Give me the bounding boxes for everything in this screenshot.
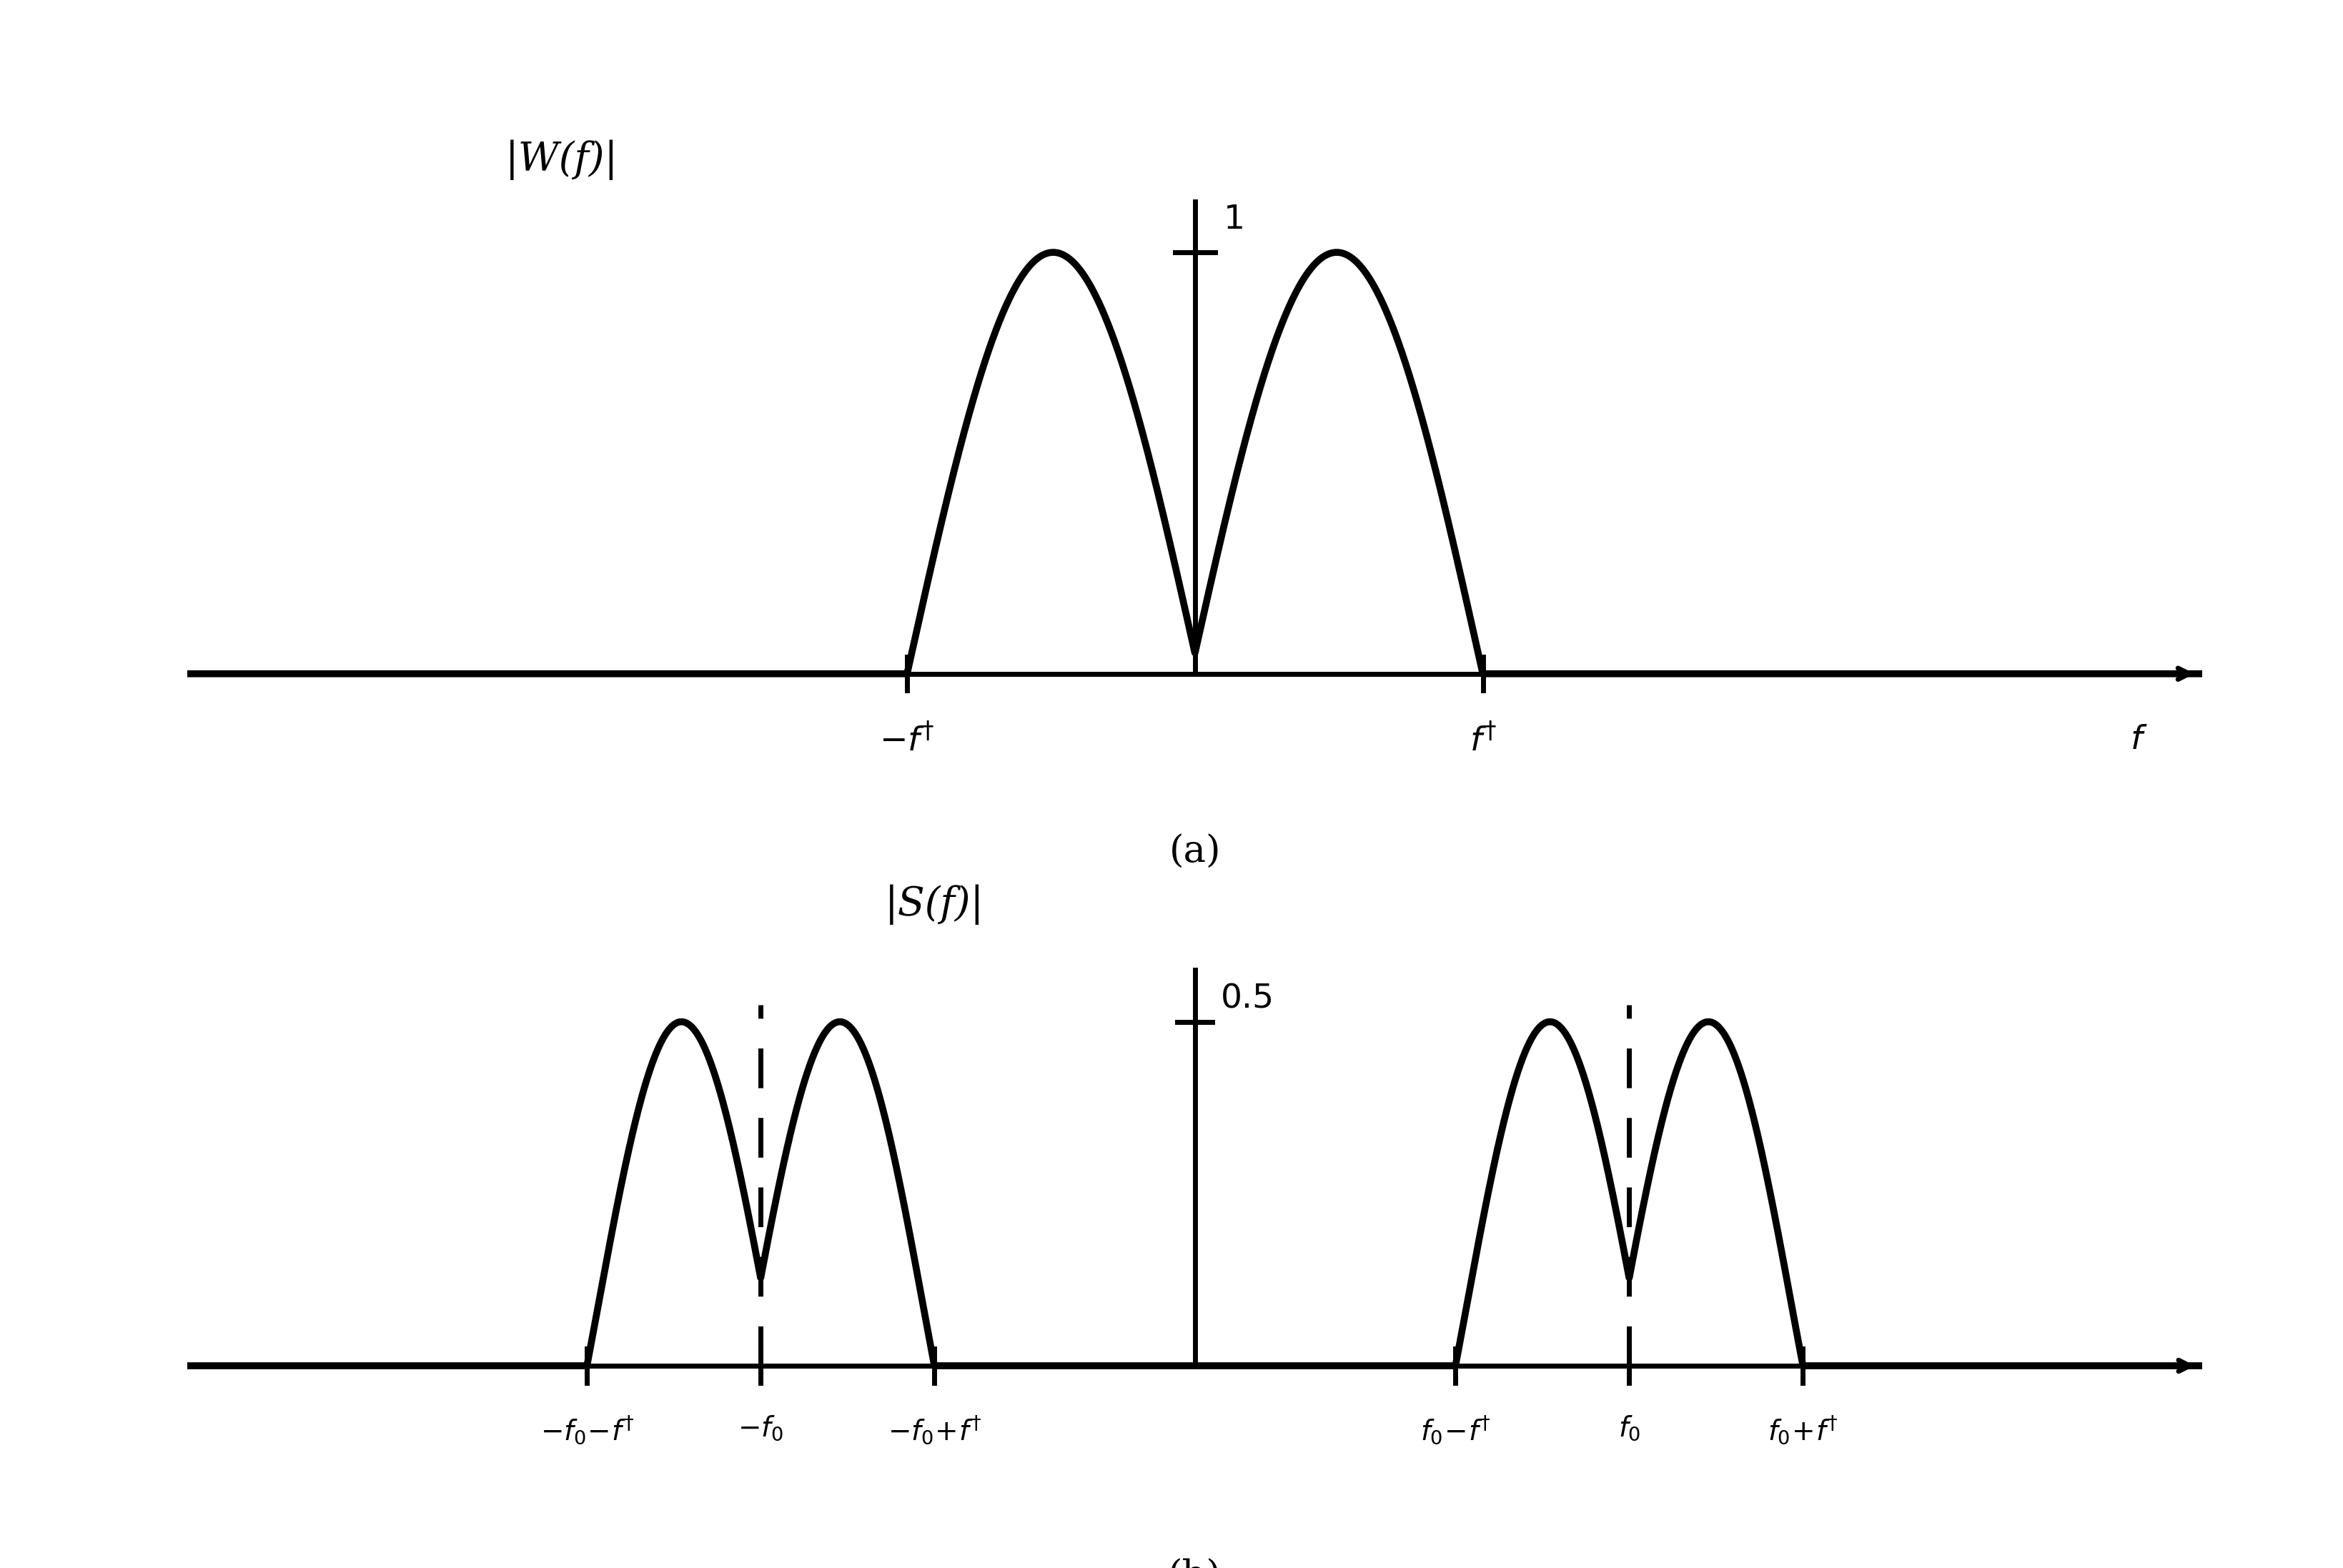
Text: |S(f)|: |S(f)| <box>886 884 984 925</box>
Text: 1: 1 <box>1223 204 1244 235</box>
Text: $f^{\dagger}$: $f^{\dagger}$ <box>1469 724 1497 759</box>
Text: $-f_0\!-\!f^{\dagger}$: $-f_0\!-\!f^{\dagger}$ <box>539 1414 635 1446</box>
Text: (a): (a) <box>1169 834 1221 870</box>
Text: |W(f)|: |W(f)| <box>506 140 619 180</box>
Text: $f$: $f$ <box>2130 724 2149 756</box>
Text: $f_0\!-\!f^{\dagger}$: $f_0\!-\!f^{\dagger}$ <box>1420 1414 1490 1446</box>
Text: $-f^{\dagger}$: $-f^{\dagger}$ <box>879 724 935 759</box>
Text: 0.5: 0.5 <box>1221 983 1275 1014</box>
Text: $-f_0$: $-f_0$ <box>738 1414 783 1443</box>
Text: $f_0$: $f_0$ <box>1619 1414 1640 1443</box>
Text: $f_0\!+\!f^{\dagger}$: $f_0\!+\!f^{\dagger}$ <box>1767 1414 1839 1446</box>
Text: $-f_0\!+\!f^{\dagger}$: $-f_0\!+\!f^{\dagger}$ <box>888 1414 982 1446</box>
Text: (b): (b) <box>1169 1559 1221 1568</box>
